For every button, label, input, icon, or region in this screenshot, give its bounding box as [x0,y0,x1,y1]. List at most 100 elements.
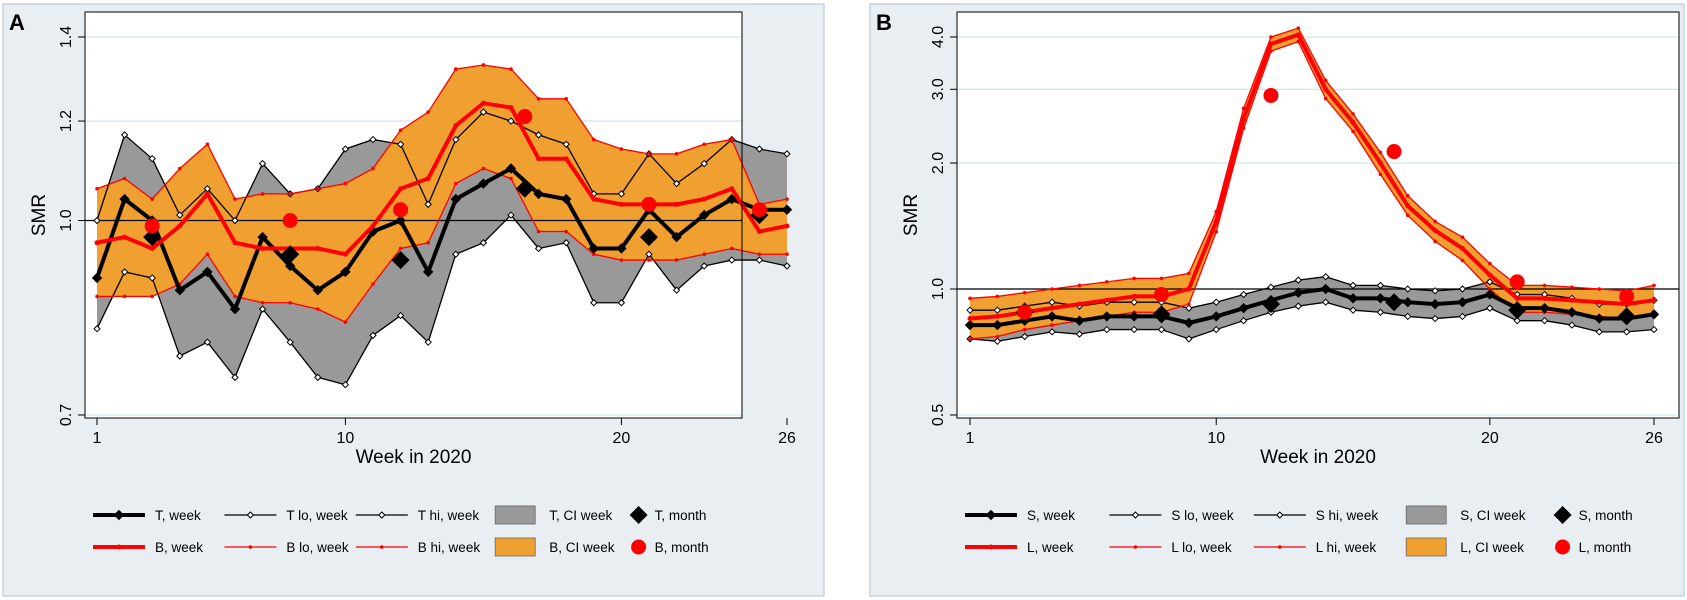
month-marker [1617,307,1636,326]
data-point [122,176,127,181]
series-line [96,64,788,206]
month-marker [640,228,658,247]
month-marker [1152,305,1171,324]
data-point [478,178,489,189]
data-point [177,223,183,229]
data-point [1513,316,1521,325]
data-point [1378,150,1383,155]
data-point [1486,304,1494,312]
data-point [1214,229,1219,234]
data-point [1376,308,1385,316]
data-point [1021,332,1029,341]
data-point [1349,281,1357,290]
data-point [1405,213,1410,218]
data-point [481,63,486,67]
data-point [395,215,406,226]
data-point [590,299,598,307]
data-point [1077,283,1082,288]
legend-item: B, month [631,539,709,555]
legend-item: S, week [965,508,1075,523]
y-tick-label: 1.4 [58,26,75,48]
data-point [1159,276,1164,281]
data-point [1295,32,1301,38]
data-point [312,284,324,296]
month-marker [1263,87,1279,103]
month-marker [281,245,300,264]
panel-label: B [876,10,892,35]
data-point [1241,106,1246,111]
data-point [343,320,348,324]
data-point [396,311,405,320]
ci-band-s-ci [970,276,1654,342]
data-point [1239,316,1248,325]
y-tick-label: 4.0 [930,26,947,48]
data-point [94,240,100,246]
data-point [316,307,320,311]
data-point [258,305,267,313]
data-point [1570,285,1574,289]
data-point [1187,271,1191,276]
data-point [122,294,127,299]
legend-swatch-marker [246,511,255,519]
data-point [1293,287,1304,298]
month-marker [282,212,298,228]
data-point [1402,296,1413,308]
legend-item: S hi, week [1253,508,1378,523]
data-point [1323,86,1329,92]
panel-a: A 0.7 1.0 1.2 1.4 1 10 20 26 Week in 2020 SMR T, we… [2,3,825,597]
data-point [784,223,790,229]
data-point [122,234,128,240]
data-point [148,274,156,282]
data-point [342,251,348,257]
legend-label: B, CI week [549,540,615,555]
data-point [422,266,434,278]
data-point [452,135,460,144]
data-point [1457,296,1468,308]
data-point [564,97,568,101]
data-point [340,266,351,278]
legend-item: L lo, week [1109,540,1232,555]
legend-swatch-marker [985,509,997,521]
data-point [783,150,791,158]
series-line [95,166,787,312]
data-point [618,201,624,207]
month-marker [1508,301,1527,320]
series-line [97,167,787,323]
legend-item: S, month [1553,506,1633,524]
legend-swatch-marker [629,506,648,524]
data-point [314,373,322,382]
legend-swatch-marker [113,509,125,521]
data-point [1458,285,1467,293]
data-point [1213,218,1219,224]
legend-label: T hi, week [418,508,480,523]
y-axis-title: SMR [29,194,50,236]
legend-label: L hi, week [1316,540,1377,555]
data-point [316,186,320,191]
data-point [700,159,708,168]
data-point [286,338,294,346]
data-point [1212,325,1220,334]
data-point [231,216,239,225]
legend-label: T, CI week [549,508,612,523]
data-point [1241,116,1247,122]
y-tick-label: 2.0 [930,152,947,174]
data-point [260,245,266,251]
data-point [619,258,624,262]
data-point [450,193,462,205]
legend-swatch-marker [116,544,122,550]
series-line [969,27,1655,299]
data-point [1131,293,1137,299]
data-point [1048,298,1056,306]
data-point [674,258,679,262]
data-point [1569,297,1575,303]
data-point [1074,315,1085,326]
data-point [424,200,432,209]
data-point [992,319,1003,331]
data-point [1212,298,1220,306]
data-point [93,325,101,333]
data-point [315,245,321,251]
month-marker [1154,287,1170,303]
data-point [258,159,267,168]
legend-item: B lo, week [224,540,349,555]
plot-border [84,11,743,419]
